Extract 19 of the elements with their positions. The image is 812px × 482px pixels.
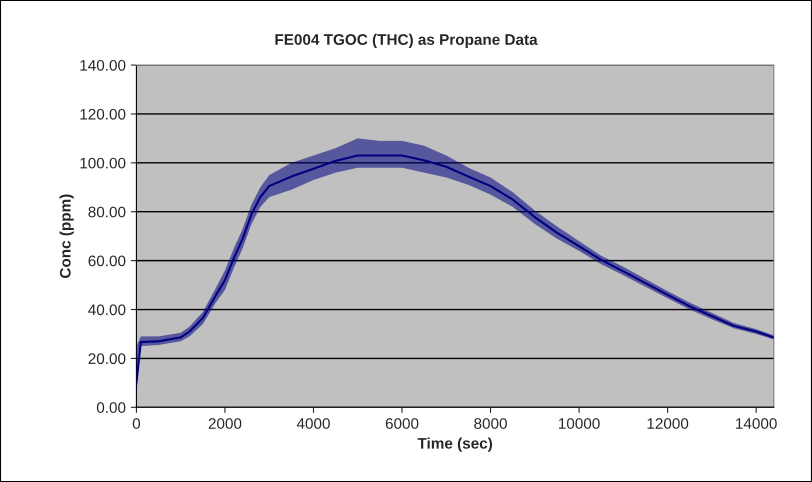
y-tick-label: 60.00 xyxy=(88,255,126,266)
y-axis-title: Conc (ppm) xyxy=(59,194,74,278)
y-tick-label: 20.00 xyxy=(88,353,126,364)
x-tick-label: 12000 xyxy=(648,418,688,429)
y-tick-label: 140.00 xyxy=(80,60,126,71)
x-tick-label: 10000 xyxy=(558,418,600,429)
x-tick-label: 14000 xyxy=(736,418,777,429)
x-tick-label: 2000 xyxy=(208,418,242,429)
x-tick-label: 8000 xyxy=(474,418,507,429)
x-tick-label: 0 xyxy=(132,418,140,429)
y-tick-label: 100.00 xyxy=(80,158,126,169)
chart-title: FE004 TGOC (THC) as Propane Data xyxy=(275,34,538,48)
y-tick-label: 40.00 xyxy=(88,304,126,316)
y-tick-label: 120.00 xyxy=(80,108,126,120)
y-tick-label: 0.00 xyxy=(96,402,126,413)
x-axis-title: Time (sec) xyxy=(418,438,492,452)
x-tick-label: 4000 xyxy=(296,418,330,429)
y-tick-label: 80.00 xyxy=(88,206,126,218)
x-tick-label: 6000 xyxy=(386,418,418,429)
